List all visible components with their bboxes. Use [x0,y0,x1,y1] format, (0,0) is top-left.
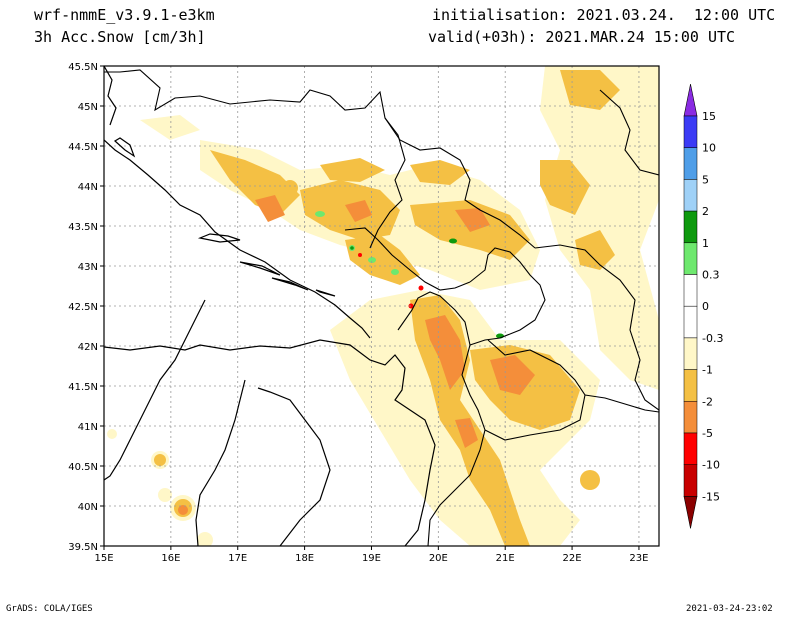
lat-tick-label: 42.5N [68,302,98,313]
colorbar-segment [683,305,698,339]
snow-positive-spots [315,211,399,275]
colorbar-level-label: 2 [702,205,709,218]
valid-time-label: valid(+03h): 2021.MAR.24 15:00 UTC [428,28,736,46]
colorbar-segment [683,179,698,212]
colorbar-segment [683,115,698,148]
footer-timestamp: 2021-03-24-23:02 [686,604,773,614]
colorbar-level-label: -15 [702,490,720,503]
colorbar-level-label: 10 [702,142,716,155]
colorbar-segment [683,242,698,275]
colorbar-level-label: -2 [702,395,713,408]
longitude-labels: 15E 16E 17E 18E 19E 20E 21E 22E 23E [94,546,648,564]
lat-tick-label: 40.5N [68,462,98,473]
colorbar-level-label: -10 [702,459,720,472]
lat-tick-label: 40N [78,502,98,513]
lon-tick-label: 22E [563,553,582,564]
colorbar-segment [683,210,698,244]
colorbar-top-triangle [683,83,698,117]
coastlines [104,66,436,546]
lat-tick-label: 45N [78,102,98,113]
lat-tick-label: 41.5N [68,382,98,393]
colorbar-level-label: -0.3 [702,332,723,345]
colorbar-segment [683,401,698,434]
country-borders [104,69,659,546]
lat-tick-label: 43N [78,262,98,273]
colorbar-bottom-triangle [683,496,698,529]
lon-tick-label: 17E [228,553,247,564]
lat-tick-label: 39.5N [68,542,98,553]
colorbar-segment [683,432,698,465]
lat-tick-label: 41N [78,422,98,433]
colorbar-level-label: -5 [702,427,713,440]
lat-tick-label: 43.5N [68,222,98,233]
colorbar-segment [683,147,698,180]
colorbar-level-label: -1 [702,364,713,377]
lon-tick-label: 20E [429,553,448,564]
snow-heavy-areas [178,195,535,515]
lon-tick-label: 21E [496,553,515,564]
lat-tick-label: 42N [78,342,98,353]
lon-tick-label: 19E [362,553,381,564]
colorbar: 15 10 5 2 1 0.3 0 -0.3 -1 -2 -5 -10 -15 [683,83,723,529]
colorbar-segment [683,274,698,307]
lon-tick-label: 16E [161,553,180,564]
lon-tick-label: 23E [629,553,648,564]
lat-tick-label: 45.5N [68,62,98,73]
lat-tick-label: 44.5N [68,142,98,153]
colorbar-level-label: 1 [702,237,709,250]
lon-tick-label: 18E [295,553,314,564]
colorbar-segment [683,369,698,402]
field-label: 3h Acc.Snow [cm/3h] [34,28,206,46]
colorbar-level-label: 0 [702,300,709,313]
lon-tick-label: 15E [94,553,113,564]
init-time-label: initialisation: 2021.03.24. 12:00 UTC [432,6,776,24]
latitude-labels: 45.5N 45N 44.5N 44N 43.5N 43N 42.5N 42N 41.5N 41N… [68,62,104,553]
snow-extreme-spots [358,253,424,309]
colorbar-segment [683,337,698,370]
snow-light-areas [107,66,659,546]
lat-tick-label: 44N [78,182,98,193]
colorbar-level-label: 15 [702,110,716,123]
colorbar-level-label: 0.3 [702,269,720,282]
colorbar-level-label: 5 [702,173,709,186]
footer-credit: GrADS: COLA/IGES [6,604,93,614]
colorbar-segment [683,464,698,497]
model-label: wrf-nmmE_v3.9.1-e3km [34,6,215,24]
graticule [104,66,659,546]
